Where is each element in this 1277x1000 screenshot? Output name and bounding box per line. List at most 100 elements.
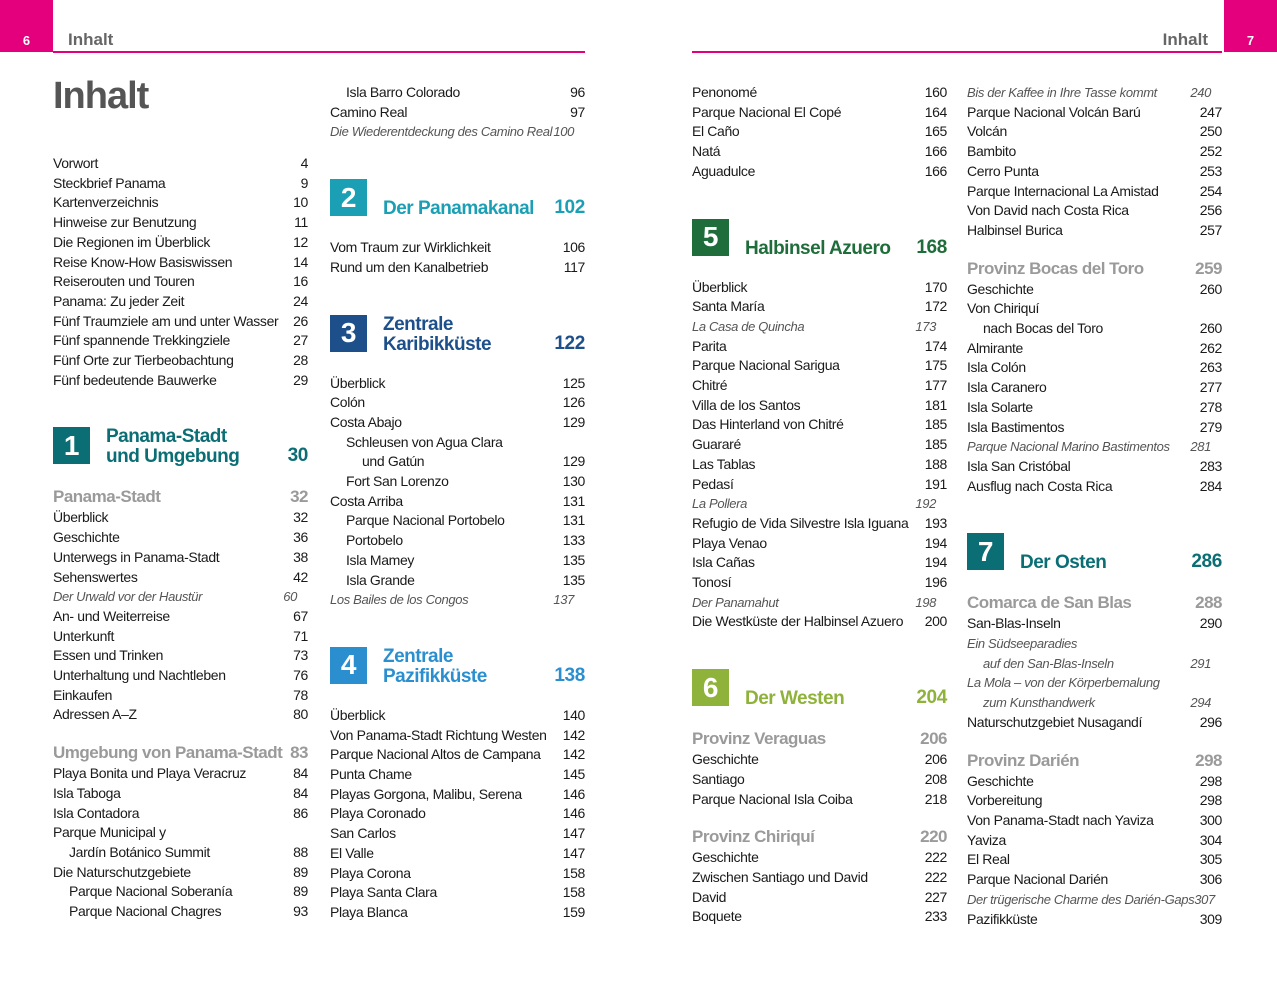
toc-entry: Fünf Orte zur Tierbeobachtung 28: [53, 351, 308, 371]
entry-title: Colón: [330, 394, 365, 411]
entry-title: Los Bailes de los Congos: [330, 592, 469, 608]
entry-page: 260: [1199, 280, 1223, 297]
entry-title: Natá: [692, 143, 721, 160]
toc-entry: La Pollera 192: [692, 494, 947, 514]
entry-page: 130: [562, 473, 586, 490]
entry-page: 84: [293, 765, 308, 782]
toc-entry: Bambito 252: [967, 142, 1222, 162]
chapter-title: Halbinsel Azuero: [745, 238, 916, 259]
chapter-number: 5: [692, 218, 729, 256]
toc-entry: Isla Taboga 84: [53, 784, 308, 804]
entry-title: Die Westküste der Halbinsel Azuero: [692, 613, 904, 630]
toc-entry: Von Chiriquí nach Bocas del Toro 260: [967, 299, 1222, 338]
entry-title: Überblick: [330, 706, 386, 723]
toc-entry: Isla Barro Colorado 96: [330, 83, 585, 103]
entry-title-line: Parque Municipal y: [53, 824, 166, 841]
toc-entry: Reiserouten und Touren 16: [53, 272, 308, 292]
entry-title-line: Jardín Botánico Summit: [69, 843, 210, 860]
entry-page: 166: [924, 143, 948, 160]
toc-entry: Playa Corona 158: [330, 864, 585, 884]
entry-page: 193: [924, 514, 948, 531]
entry-title: Isla Taboga: [53, 784, 121, 801]
toc-entry: Aguadulce 166: [692, 162, 947, 182]
entry-title: Cerro Punta: [967, 162, 1039, 179]
entry-page: 146: [562, 785, 586, 802]
entry-title: San Carlos: [330, 825, 396, 842]
entry-page: 125: [562, 374, 586, 391]
entry-page: 36: [293, 529, 308, 546]
entry-page: 192: [915, 496, 936, 512]
chapter-heading: 3 Zentrale Karibikküste 122: [330, 314, 585, 355]
entry-page: 12: [293, 233, 308, 250]
entry-title: Parque Nacional Soberanía: [69, 883, 233, 900]
entry-title: Tonosí: [692, 574, 732, 591]
entry-page: 185: [924, 436, 948, 453]
entry-title: San-Blas-Inseln: [967, 615, 1061, 632]
entry-page: 131: [562, 512, 586, 529]
toc-entry: Der trügerische Charme des Darién-Gaps 30…: [967, 890, 1222, 910]
toc-entry: Parque Nacional Isla Coiba 218: [692, 790, 947, 810]
toc-entry: Reise Know-How Basiswissen 14: [53, 253, 308, 273]
toc-entry: Penonomé 160: [692, 83, 947, 103]
toc-entry: Überblick 140: [330, 706, 585, 726]
entry-title: Schleusen von Agua Clara und Gatún: [330, 433, 503, 472]
toc-entry: Unterhaltung und Nachtleben 76: [53, 666, 308, 686]
entry-title: Isla Colón: [967, 359, 1026, 376]
toc-entry: Volcán 250: [967, 122, 1222, 142]
chapter-title: Zentrale Karibikküste: [383, 314, 554, 355]
entry-title: Geschichte: [967, 280, 1034, 297]
toc-entry: Santa María 172: [692, 297, 947, 317]
entry-title: Unterwegs in Panama-Stadt: [53, 548, 220, 565]
entry-title-line: zum Kunsthandwerk: [983, 695, 1095, 711]
toc-entry: El Valle 147: [330, 844, 585, 864]
toc-entry: Fünf bedeutende Bauwerke 29: [53, 371, 308, 391]
section-title: Provinz Darién: [967, 750, 1080, 770]
entry-title: Geschichte: [692, 751, 759, 768]
toc-entry: San-Blas-Inseln 290: [967, 614, 1222, 634]
toc-entry: Ausflug nach Costa Rica 284: [967, 477, 1222, 497]
toc-entry: Tonosí 196: [692, 573, 947, 593]
entry-page: 14: [293, 253, 308, 270]
entry-page: 247: [1199, 103, 1223, 120]
entry-title: Der Urwald vor der Haustür: [53, 589, 203, 605]
entry-title: Naturschutzgebiet Nusagandí: [967, 713, 1142, 730]
entry-title: Von David nach Costa Rica: [967, 202, 1129, 219]
section-title: Provinz Bocas del Toro: [967, 258, 1144, 278]
entry-page: 305: [1199, 851, 1223, 868]
entry-page: 188: [924, 455, 948, 472]
entry-title-line: auf den San-Blas-Inseln: [983, 655, 1114, 671]
toc-entry: Playa Venao 194: [692, 534, 947, 554]
toc-entry: Fort San Lorenzo 130: [330, 472, 585, 492]
chapter-number: 2: [330, 179, 367, 217]
toc-entry: Natá 166: [692, 142, 947, 162]
entry-title: Rund um den Kanalbetrieb: [330, 258, 489, 275]
entry-page: 133: [562, 532, 586, 549]
entry-title: Playa Coronado: [330, 805, 426, 822]
toc-entry: Das Hinterland von Chitré 185: [692, 415, 947, 435]
entry-page: 309: [1199, 910, 1223, 927]
section-heading: Panama-Stadt 32: [53, 486, 308, 508]
chapter-number: 7: [967, 533, 1004, 571]
entry-page: 142: [562, 746, 586, 763]
chapter-heading: 4 Zentrale Pazifikküste 138: [330, 646, 585, 686]
entry-page: 306: [1199, 871, 1223, 888]
entry-title: Ausflug nach Costa Rica: [967, 477, 1113, 494]
chapter-title-line: Der Osten: [1020, 552, 1107, 574]
entry-page: 196: [924, 574, 948, 591]
entry-title: David: [692, 888, 727, 905]
entry-title-line: La Mola – von der Körperbemalung: [967, 675, 1160, 691]
toc-entry: Playa Blanca 159: [330, 903, 585, 923]
toc-entry: Parque Nacional Darién 306: [967, 870, 1222, 890]
toc-entry: La Mola – von der Körperbemalung zum Kuns…: [967, 673, 1222, 712]
toc-entry: Naturschutzgebiet Nusagandí 296: [967, 713, 1222, 733]
toc-entry: Cerro Punta 253: [967, 162, 1222, 182]
entry-title: Der trügerische Charme des Darién-Gaps: [967, 891, 1195, 907]
entry-title: Playa Santa Clara: [330, 884, 437, 901]
entry-page: 284: [1199, 477, 1223, 494]
entry-title: Ein Südseeparadies auf den San-Blas-Insel…: [967, 634, 1114, 673]
entry-page: 257: [1199, 221, 1223, 238]
entry-title: Almirante: [967, 339, 1023, 356]
toc-entry: Die Westküste der Halbinsel Azuero 200: [692, 612, 947, 632]
entry-title: Die Regionen im Überblick: [53, 233, 210, 250]
toc-entry: Pedasí 191: [692, 475, 947, 495]
